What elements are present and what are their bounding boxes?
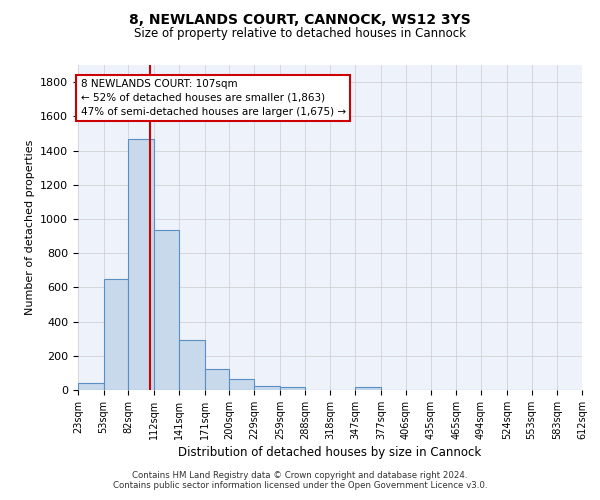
Bar <box>229 379 254 390</box>
Text: Size of property relative to detached houses in Cannock: Size of property relative to detached ho… <box>134 28 466 40</box>
Bar <box>104 279 128 390</box>
Y-axis label: Number of detached properties: Number of detached properties <box>25 140 35 315</box>
Text: Contains HM Land Registry data © Crown copyright and database right 2024.
Contai: Contains HM Land Registry data © Crown c… <box>113 470 487 490</box>
Bar <box>280 388 305 390</box>
X-axis label: Distribution of detached houses by size in Cannock: Distribution of detached houses by size … <box>178 446 482 459</box>
Bar <box>128 138 154 390</box>
Bar <box>179 340 205 390</box>
Bar <box>254 386 280 390</box>
Bar <box>355 388 381 390</box>
Bar <box>78 383 104 390</box>
Text: 8 NEWLANDS COURT: 107sqm
← 52% of detached houses are smaller (1,863)
47% of sem: 8 NEWLANDS COURT: 107sqm ← 52% of detach… <box>80 78 346 116</box>
Bar <box>205 368 229 390</box>
Bar <box>154 230 179 390</box>
Text: 8, NEWLANDS COURT, CANNOCK, WS12 3YS: 8, NEWLANDS COURT, CANNOCK, WS12 3YS <box>129 12 471 26</box>
